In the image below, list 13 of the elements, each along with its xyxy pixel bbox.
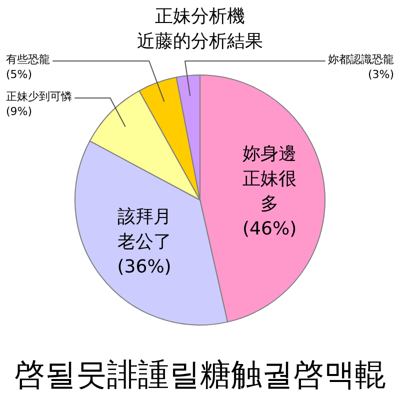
chart-subtitle: 近藤的分析結果: [137, 31, 263, 52]
data-label: (3%): [368, 68, 394, 81]
data-label: (36%): [117, 256, 172, 278]
slice-label: 妳都認識恐龍: [328, 53, 394, 66]
slice-label: 該拜月老公了: [117, 206, 172, 252]
data-label: (5%): [6, 68, 32, 81]
slice-label: 有些恐龍: [6, 53, 50, 66]
chart-title: 正妹分析機: [155, 6, 245, 27]
slice-label: 妳身邊正妹很多: [242, 144, 297, 215]
slice-label: 正妹少到可憐: [6, 90, 72, 103]
data-label: (9%): [6, 105, 32, 118]
text: 啓될뭇誹諥릴糖触궐啓맥輥: [14, 357, 386, 393]
data-label: (46%): [242, 218, 297, 240]
